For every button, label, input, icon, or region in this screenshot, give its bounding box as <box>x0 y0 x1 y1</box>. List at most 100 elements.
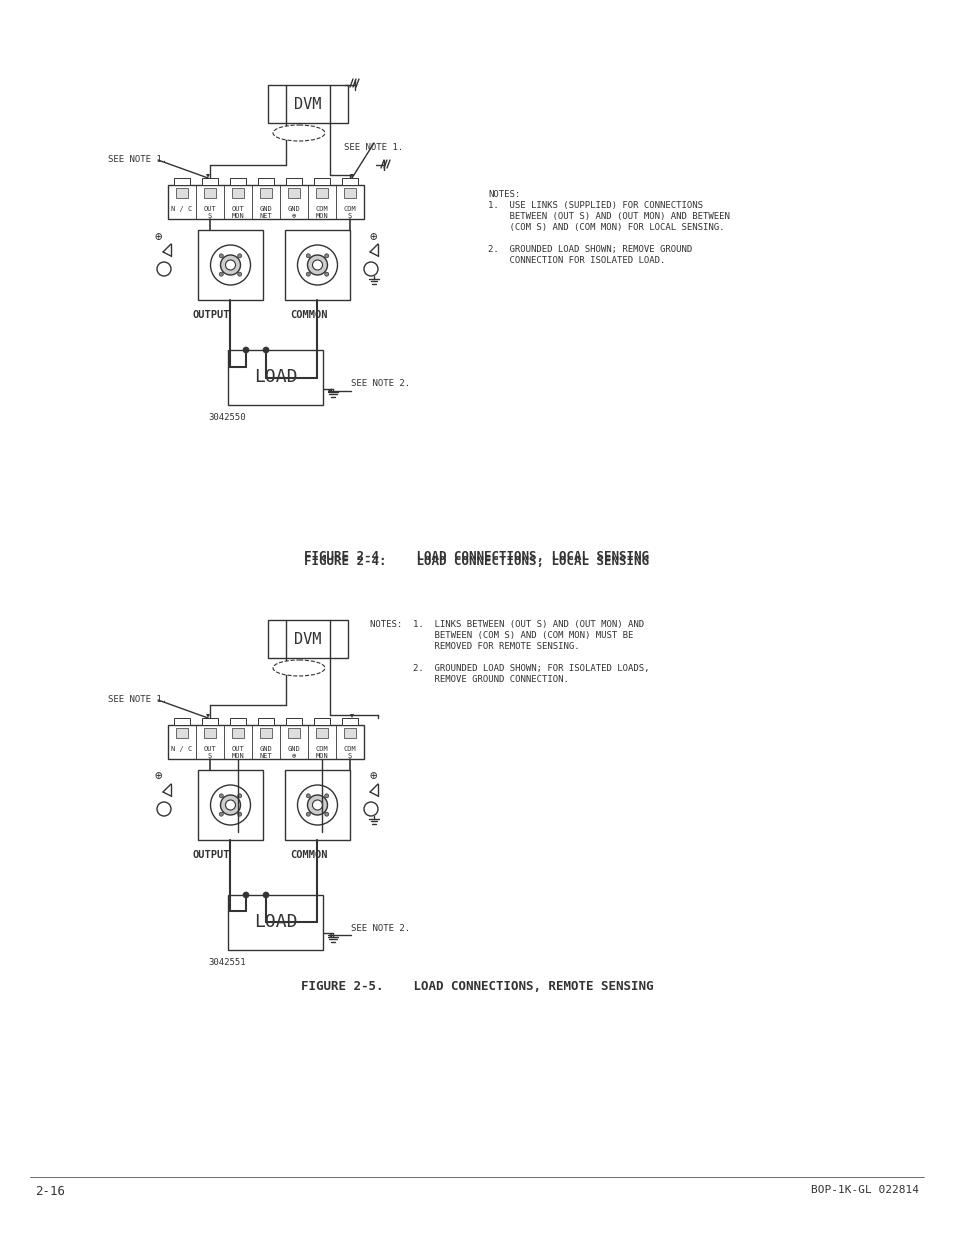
Circle shape <box>237 254 241 258</box>
Bar <box>285 178 302 185</box>
Text: GND: GND <box>259 746 273 752</box>
Bar <box>259 727 272 739</box>
Bar <box>173 178 191 185</box>
Text: FIGURE 2-4.    LOAD CONNECTIONS, LOCAL SENSING: FIGURE 2-4. LOAD CONNECTIONS, LOCAL SENS… <box>304 555 649 568</box>
Text: NOTES:: NOTES: <box>488 190 519 199</box>
Circle shape <box>220 254 240 275</box>
Text: S: S <box>208 212 212 219</box>
Text: OUT: OUT <box>232 746 244 752</box>
Text: ⊕: ⊕ <box>154 771 162 783</box>
Text: ⊕: ⊕ <box>369 771 376 783</box>
Text: ⊕: ⊕ <box>292 753 295 760</box>
Bar <box>257 718 274 725</box>
Text: REMOVE GROUND CONNECTION.: REMOVE GROUND CONNECTION. <box>370 676 568 684</box>
Circle shape <box>306 813 310 816</box>
Text: GND: GND <box>287 206 300 212</box>
Text: MON: MON <box>315 212 328 219</box>
Text: ⊕: ⊕ <box>292 212 295 219</box>
Circle shape <box>313 261 322 270</box>
Circle shape <box>237 272 241 277</box>
Circle shape <box>306 254 310 258</box>
Polygon shape <box>328 389 332 393</box>
Bar <box>285 718 302 725</box>
Bar <box>201 718 218 725</box>
Circle shape <box>211 785 251 825</box>
Text: DVM: DVM <box>294 631 321 646</box>
Text: MON: MON <box>232 753 244 760</box>
Circle shape <box>297 245 337 285</box>
Circle shape <box>306 794 310 798</box>
Text: COM: COM <box>315 746 328 752</box>
Circle shape <box>219 794 223 798</box>
Bar <box>285 769 350 840</box>
Circle shape <box>364 262 377 275</box>
Bar <box>343 727 355 739</box>
Circle shape <box>324 272 329 277</box>
Bar <box>201 178 218 185</box>
Circle shape <box>306 272 310 277</box>
Text: MON: MON <box>232 212 244 219</box>
Circle shape <box>243 347 249 353</box>
Polygon shape <box>206 174 210 178</box>
Bar <box>315 727 328 739</box>
Bar <box>268 85 348 124</box>
Bar <box>341 178 358 185</box>
Text: N / C: N / C <box>172 206 193 212</box>
Text: FIGURE 2-5.    LOAD CONNECTIONS, REMOTE SENSING: FIGURE 2-5. LOAD CONNECTIONS, REMOTE SEN… <box>300 981 653 993</box>
Circle shape <box>219 272 223 277</box>
Text: MON: MON <box>315 753 328 760</box>
Bar <box>315 188 328 198</box>
Bar <box>230 718 246 725</box>
Circle shape <box>243 892 249 898</box>
Bar <box>288 188 300 198</box>
Bar <box>268 620 348 658</box>
Text: BETWEEN (OUT S) AND (OUT MON) AND BETWEEN: BETWEEN (OUT S) AND (OUT MON) AND BETWEE… <box>488 212 729 221</box>
Text: SEE NOTE 1.: SEE NOTE 1. <box>108 156 167 164</box>
Circle shape <box>237 813 241 816</box>
Text: 1.  USE LINKS (SUPPLIED) FOR CONNECTIONS: 1. USE LINKS (SUPPLIED) FOR CONNECTIONS <box>488 201 702 210</box>
Text: OUT: OUT <box>232 206 244 212</box>
Polygon shape <box>328 934 332 937</box>
Circle shape <box>307 254 327 275</box>
Text: NET: NET <box>259 212 273 219</box>
Bar <box>168 725 364 760</box>
Text: DVM: DVM <box>294 96 321 111</box>
Text: BETWEEN (COM S) AND (COM MON) MUST BE: BETWEEN (COM S) AND (COM MON) MUST BE <box>370 631 633 640</box>
Bar <box>204 188 216 198</box>
Text: SEE NOTE 1.: SEE NOTE 1. <box>108 695 167 704</box>
Text: NET: NET <box>259 753 273 760</box>
Text: OUT: OUT <box>203 206 216 212</box>
Text: S: S <box>348 753 352 760</box>
Circle shape <box>157 262 171 275</box>
Circle shape <box>263 347 269 353</box>
Text: OUT: OUT <box>203 746 216 752</box>
Circle shape <box>307 795 327 815</box>
Text: 2-16: 2-16 <box>35 1186 65 1198</box>
Bar <box>314 178 330 185</box>
Text: SEE NOTE 1.: SEE NOTE 1. <box>344 143 403 152</box>
Text: FIGURE 2-4.    LOAD CONNECTIONS, LOCAL SENSING: FIGURE 2-4. LOAD CONNECTIONS, LOCAL SENS… <box>304 550 649 563</box>
Circle shape <box>225 800 235 810</box>
Bar <box>285 230 350 300</box>
Text: LOAD: LOAD <box>253 914 297 931</box>
Text: 2.  GROUNDED LOAD SHOWN; FOR ISOLATED LOADS,: 2. GROUNDED LOAD SHOWN; FOR ISOLATED LOA… <box>370 664 649 673</box>
Text: (COM S) AND (COM MON) FOR LOCAL SENSING.: (COM S) AND (COM MON) FOR LOCAL SENSING. <box>488 224 723 232</box>
Bar <box>198 230 263 300</box>
Circle shape <box>297 785 337 825</box>
Text: NOTES:  1.  LINKS BETWEEN (OUT S) AND (OUT MON) AND: NOTES: 1. LINKS BETWEEN (OUT S) AND (OUT… <box>370 620 643 629</box>
Text: CONNECTION FOR ISOLATED LOAD.: CONNECTION FOR ISOLATED LOAD. <box>488 256 664 266</box>
Bar <box>343 188 355 198</box>
Bar <box>288 727 300 739</box>
Bar <box>228 350 323 405</box>
Bar <box>230 178 246 185</box>
Circle shape <box>157 802 171 816</box>
Text: GND: GND <box>259 206 273 212</box>
Ellipse shape <box>273 659 325 676</box>
Polygon shape <box>350 714 354 718</box>
Text: 3042551: 3042551 <box>208 958 245 967</box>
Text: OUTPUT: OUTPUT <box>193 310 231 320</box>
Text: ⊕: ⊕ <box>154 231 162 243</box>
Text: BOP-1K-GL 022814: BOP-1K-GL 022814 <box>810 1186 918 1195</box>
Circle shape <box>225 261 235 270</box>
Text: REMOVED FOR REMOTE SENSING.: REMOVED FOR REMOTE SENSING. <box>370 642 579 651</box>
